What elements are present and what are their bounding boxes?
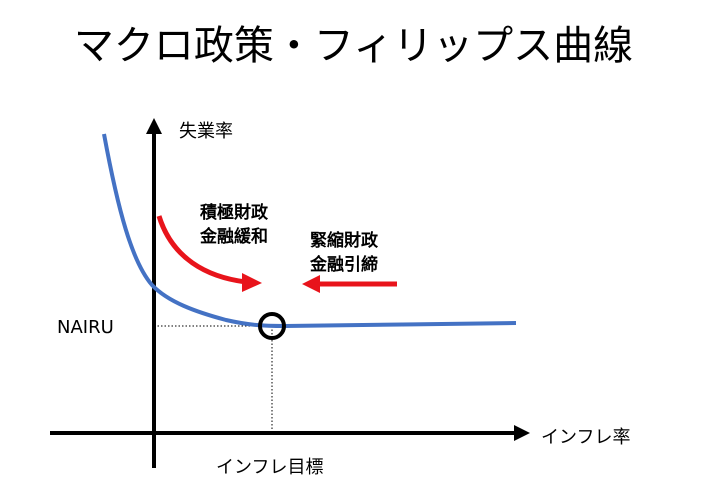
y-axis-label: 失業率 (179, 121, 233, 142)
y-axis-arrowhead (146, 118, 162, 134)
expansionary-line-2: 金融緩和 (200, 227, 268, 247)
contractionary-arrowhead (302, 275, 320, 293)
inflation-target-label: インフレ目標 (216, 457, 324, 478)
expansionary-policy-label: 積極財政 金融緩和 (186, 201, 282, 249)
expansionary-arrowhead (242, 273, 262, 292)
x-axis-label: インフレ率 (541, 427, 631, 448)
contractionary-policy-label: 緊縮財政 金融引締 (296, 229, 392, 277)
expansionary-line-1: 積極財政 (200, 203, 268, 223)
phillips-curve (102, 133, 517, 329)
slide-title: マクロ政策・フィリップス曲線 (73, 23, 634, 69)
expansionary-arrow-shaft (156, 215, 247, 285)
contractionary-line-2: 金融引締 (310, 255, 378, 275)
x-axis-arrowhead (514, 425, 530, 441)
inflation-target-point (258, 312, 286, 340)
nairu-label: NAIRU (57, 317, 114, 338)
contractionary-line-1: 緊縮財政 (310, 231, 378, 251)
